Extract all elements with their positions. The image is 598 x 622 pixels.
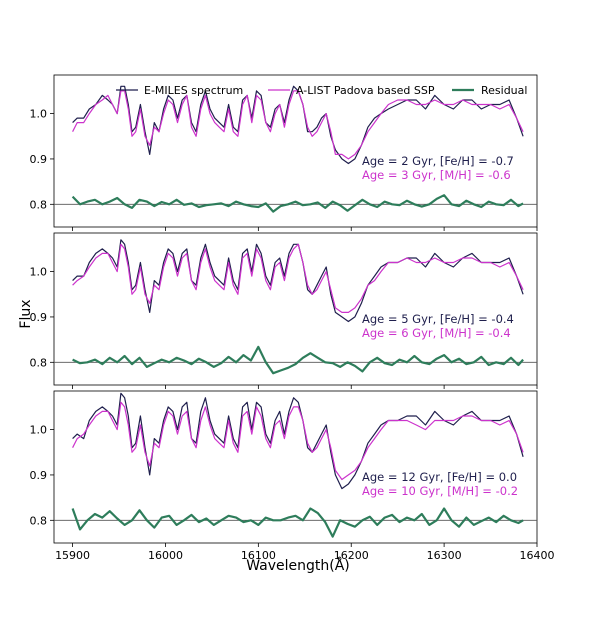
annotation-alist: Age = 6 Gyr, [M/H] = -0.4 [362, 326, 511, 340]
y-tick-label: 0.9 [30, 311, 48, 324]
legend-label-alist: A-LIST Padova based SSP [296, 84, 435, 97]
panel-3: 0.8 0.9 1.0 15900 16000 16100 16200 16300 16400 A… [30, 390, 555, 562]
emiles-spectrum-line [72, 239, 524, 323]
y-tick-label: 0.8 [30, 514, 48, 527]
legend: E-MILES spectrum A-LIST Padova based SSP… [116, 84, 527, 97]
emiles-spectrum-line [72, 392, 524, 490]
y-axis-label: Flux [18, 299, 34, 328]
x-tick-label: 16000 [148, 549, 183, 562]
y-tick-label: 0.9 [30, 469, 48, 482]
y-tick-label: 0.9 [30, 153, 48, 166]
emiles-spectrum-line [72, 85, 524, 165]
x-tick-label: 16400 [520, 549, 555, 562]
x-tick-label: 16200 [334, 549, 369, 562]
residual-line [71, 507, 524, 538]
residual-line [71, 194, 524, 213]
x-axis-label: Wavelength(Å) [246, 557, 350, 574]
y-tick-label: 0.8 [30, 198, 48, 211]
y-tick-label: 1.0 [30, 424, 48, 437]
annotation-alist: Age = 3 Gyr, [M/H] = -0.6 [362, 168, 511, 182]
legend-label-residual: Residual [481, 84, 527, 97]
annotation-emiles: Age = 12 Gyr, [Fe/H] = 0.0 [362, 470, 517, 484]
x-tick-label: 15900 [55, 549, 90, 562]
alist-ssp-line [72, 90, 524, 160]
panel-frame [53, 232, 538, 386]
annotation-emiles: Age = 2 Gyr, [Fe/H] = -0.7 [362, 154, 514, 168]
residual-line [72, 345, 524, 375]
panel-frame [53, 390, 538, 544]
annotation-alist: Age = 10 Gyr, [M/H] = -0.2 [362, 484, 518, 498]
legend-label-emiles: E-MILES spectrum [144, 84, 243, 97]
x-tick-label: 16100 [241, 549, 276, 562]
alist-ssp-line [72, 401, 524, 481]
y-tick-label: 0.8 [30, 356, 48, 369]
y-tick-label: 1.0 [30, 108, 48, 121]
x-tick-label: 16300 [427, 549, 462, 562]
alist-ssp-line [72, 243, 524, 313]
annotation-emiles: Age = 5 Gyr, [Fe/H] = -0.4 [362, 312, 514, 326]
y-tick-label: 1.0 [30, 266, 48, 279]
panel-frame [53, 74, 538, 228]
